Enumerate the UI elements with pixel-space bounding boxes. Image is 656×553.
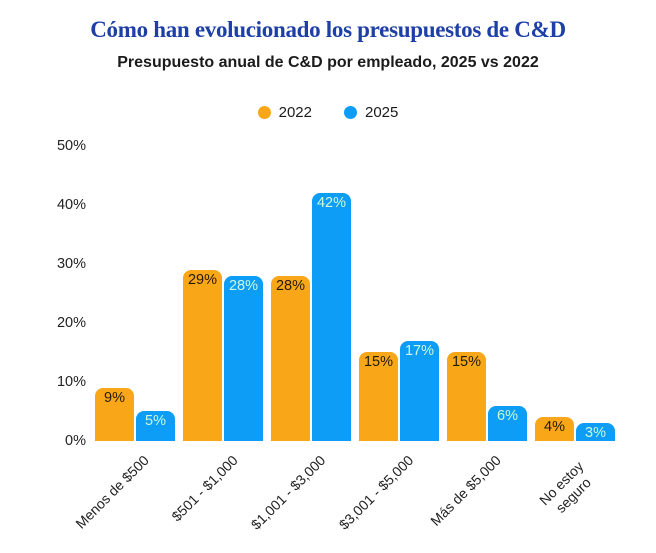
bar-2025-5: 6% [488,406,527,441]
bar-2022-5: 15% [447,352,486,441]
legend-label: 2025 [365,104,399,121]
bar-group-4: 15% 17% [359,341,439,441]
x-axis-label: $1,001 - $3,000 [247,452,329,533]
bar-2022-6: 4% [535,417,574,441]
y-tick-label: 30% [56,256,86,272]
bar-2022-2: 29% [183,270,222,441]
bar-value-label: 9% [104,390,125,406]
legend-item-2025: 2025 [344,104,398,121]
x-axis-label: Menos de $500 [72,452,153,532]
bar-value-label: 28% [228,278,259,294]
y-tick-label: 50% [56,138,86,154]
bar-2022-3: 28% [271,276,310,441]
legend-dot-2025 [344,106,357,119]
bar-value-label: 5% [145,413,166,429]
chart-subtitle: Presupuesto anual de C&D por empleado, 2… [117,54,539,71]
bar-value-label: 28% [275,278,306,294]
bar-value-label: 15% [451,354,482,370]
x-axis: Menos de $500 $501 - $1,000 $1,001 - $3,00… [73,452,615,552]
legend: 2022 2025 [0,104,656,121]
bar-value-label: 4% [544,419,565,435]
bar-2025-1: 5% [136,411,175,441]
bar-group-1: 9% 5% [95,388,175,441]
x-axis-label: Más de $5,000 [427,452,505,529]
legend-label: 2022 [278,104,312,121]
x-axis-label: $3,001 - $5,000 [335,452,417,533]
chart-title: Cómo han evolucionado los presupuestos d… [90,17,566,42]
bar-group-5: 15% 6% [447,352,527,441]
x-axis-label: No estoy seguro [536,457,594,516]
bar-value-label: 17% [404,343,435,359]
y-tick-label: 40% [56,197,86,213]
bar-value-label: 3% [585,425,606,441]
y-tick-label: 0% [65,433,86,449]
bar-2025-3: 42% [312,193,351,441]
bar-group-3: 28% 42% [271,193,351,441]
bar-2022-1: 9% [95,388,134,441]
bar-group-2: 29% 28% [183,270,263,441]
y-tick-label: 10% [56,374,86,390]
y-tick-label: 20% [56,315,86,331]
legend-dot-2022 [257,106,271,119]
bar-2025-2: 28% [224,276,263,441]
legend-item-2022: 2022 [257,104,312,121]
bar-value-label: 15% [363,354,394,370]
bar-value-label: 6% [497,408,518,424]
x-axis-label: $501 - $1,000 [167,452,241,525]
bar-group-6: 4% 3% [535,417,615,441]
plot-area: 9% 5% 29% 28% 28% 42% 15% 17% 15% 6% 4% 3% [95,146,615,441]
bar-value-label: 42% [316,195,347,211]
bar-value-label: 29% [187,272,218,288]
bar-2025-6: 3% [576,423,615,441]
bar-2022-4: 15% [359,352,398,441]
y-axis: 0% 10% 20% 30% 40% 50% [0,138,86,449]
bar-2025-4: 17% [400,341,439,441]
